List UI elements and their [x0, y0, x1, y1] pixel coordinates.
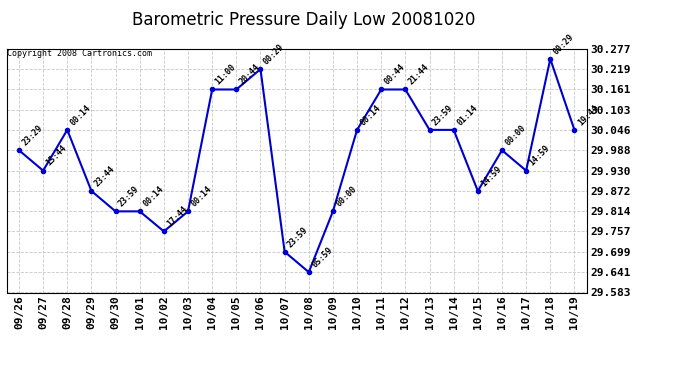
- Text: 17:44: 17:44: [166, 205, 189, 229]
- Text: 00:29: 00:29: [552, 32, 575, 56]
- Text: 00:14: 00:14: [69, 103, 92, 127]
- Text: 00:00: 00:00: [504, 123, 527, 147]
- Text: 14:59: 14:59: [528, 144, 551, 168]
- Text: 23:59: 23:59: [117, 184, 141, 209]
- Text: 19:44: 19:44: [576, 103, 600, 127]
- Text: 23:59: 23:59: [431, 103, 455, 127]
- Text: 14:59: 14:59: [480, 164, 503, 188]
- Text: 00:29: 00:29: [262, 42, 286, 66]
- Text: 00:14: 00:14: [190, 184, 213, 209]
- Text: 23:44: 23:44: [93, 164, 117, 188]
- Text: 00:00: 00:00: [335, 184, 358, 209]
- Text: 11:00: 11:00: [214, 63, 237, 87]
- Text: 15:44: 15:44: [45, 144, 68, 168]
- Text: 21:44: 21:44: [407, 63, 431, 87]
- Text: 23:29: 23:29: [21, 123, 44, 147]
- Text: 05:59: 05:59: [310, 245, 334, 269]
- Text: 00:44: 00:44: [383, 63, 406, 87]
- Text: 20:44: 20:44: [238, 63, 262, 87]
- Text: 23:59: 23:59: [286, 225, 310, 249]
- Text: 01:14: 01:14: [455, 103, 479, 127]
- Text: 00:14: 00:14: [359, 103, 382, 127]
- Text: Copyright 2008 Cartronics.com: Copyright 2008 Cartronics.com: [7, 49, 152, 58]
- Text: 00:14: 00:14: [141, 184, 165, 209]
- Text: Barometric Pressure Daily Low 20081020: Barometric Pressure Daily Low 20081020: [132, 11, 475, 29]
